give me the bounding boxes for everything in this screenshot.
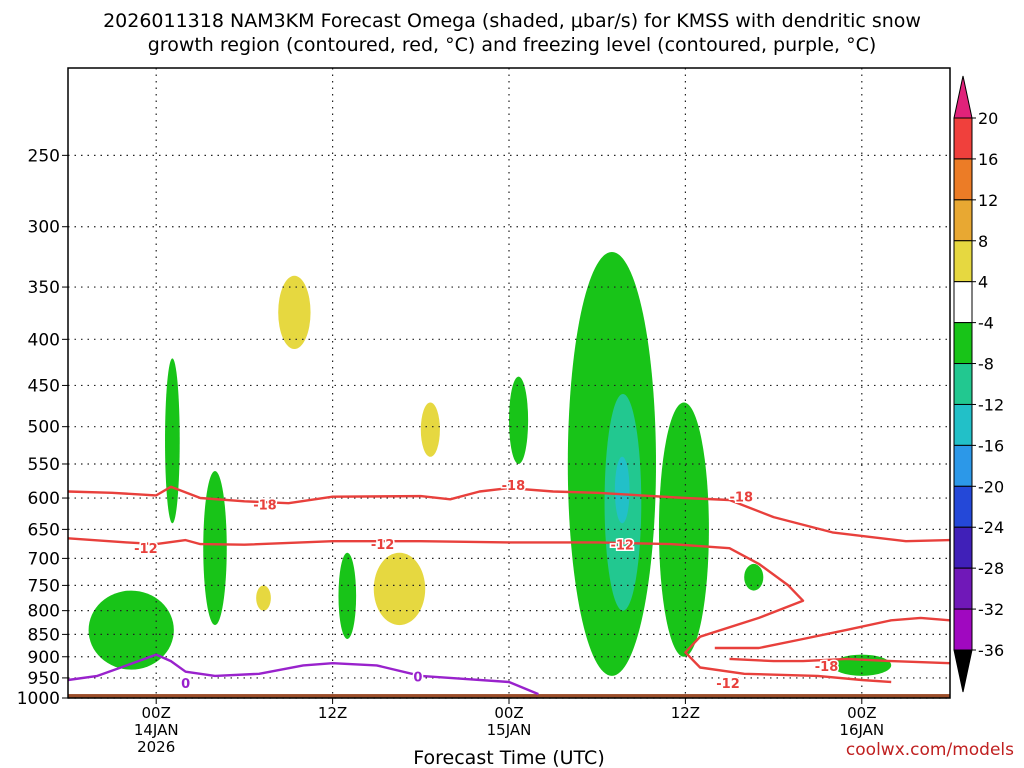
colorbar-tick-label: -36 bbox=[978, 641, 1004, 660]
x-tick-label: 12Z bbox=[671, 704, 700, 722]
contour-label-6: -12 bbox=[371, 538, 395, 553]
contour-line-2 bbox=[67, 537, 892, 684]
y-tick-label: 300 bbox=[28, 218, 60, 238]
y-tick-label: 250 bbox=[28, 146, 60, 166]
omega-region-12 bbox=[278, 275, 311, 349]
colorbar-tick-label: -20 bbox=[978, 477, 1004, 496]
contour-label-9: 0 bbox=[181, 677, 190, 692]
omega-region-8 bbox=[744, 563, 764, 591]
colorbar-tick-label: 20 bbox=[978, 109, 998, 128]
colorbar-tick-label: -24 bbox=[978, 518, 1004, 537]
colorbar-tick-label: -28 bbox=[978, 559, 1004, 578]
colorbar-segment bbox=[953, 240, 973, 283]
colorbar-segment bbox=[953, 158, 973, 201]
omega-region-11 bbox=[614, 456, 630, 524]
y-tick-label: 750 bbox=[28, 576, 60, 596]
colorbar-segment bbox=[953, 199, 973, 242]
y-axis-ticks: 250 300 350 400 450 500 550 600 650 700 750 800 850 9… bbox=[17, 146, 68, 709]
y-tick-label: 650 bbox=[28, 520, 60, 540]
x-tick-label: 15JAN bbox=[487, 721, 532, 739]
chart-title-line1: 2026011318 NAM3KM Forecast Omega (shaded… bbox=[103, 10, 921, 32]
contour-line-5 bbox=[67, 653, 539, 696]
y-tick-label: 900 bbox=[28, 648, 60, 668]
colorbar-segment bbox=[953, 567, 973, 610]
contour-label-4: -18 bbox=[815, 660, 839, 675]
colorbar-tick-label: -8 bbox=[978, 355, 994, 374]
y-tick-label: 600 bbox=[28, 489, 60, 509]
y-tick-label: 350 bbox=[28, 278, 60, 298]
x-tick-label: 14JAN bbox=[134, 721, 179, 739]
ground-layer bbox=[68, 694, 950, 698]
colorbar-segment bbox=[953, 526, 973, 569]
colorbar: 20 16 12 8 4 -4 -8 -12 -16 -20 -24 -28 -32 -36 bbox=[953, 75, 1004, 693]
contour-label-7: -12 bbox=[610, 539, 634, 554]
omega-region-14 bbox=[373, 552, 426, 626]
colorbar-segment bbox=[953, 363, 973, 405]
colorbar-tick-label: -16 bbox=[978, 436, 1004, 455]
contour-label-8: -12 bbox=[716, 677, 740, 692]
contour-line-3 bbox=[714, 616, 951, 650]
colorbar-top-arrow bbox=[953, 75, 973, 119]
omega-region-7 bbox=[658, 402, 709, 657]
contour-label-10: 0 bbox=[413, 671, 422, 686]
y-tick-label: 400 bbox=[28, 330, 60, 350]
colorbar-tick-label: 4 bbox=[978, 273, 988, 292]
contour-label-5: -12 bbox=[134, 542, 158, 557]
x-tick-label: 00Z bbox=[142, 704, 171, 722]
y-tick-label: 950 bbox=[28, 669, 60, 689]
contour-label-3: -18 bbox=[730, 491, 754, 506]
contour-line-1 bbox=[67, 485, 951, 543]
colorbar-segment bbox=[953, 608, 973, 651]
ground-fill bbox=[68, 694, 950, 698]
omega-region-15 bbox=[256, 585, 271, 611]
colorbar-tick-label: 12 bbox=[978, 191, 998, 210]
plot-frame bbox=[67, 67, 951, 699]
omega-shading bbox=[88, 251, 892, 676]
x-tick-label: 00Z bbox=[847, 704, 876, 722]
y-tick-label: 800 bbox=[28, 602, 60, 622]
x-axis-label: Forecast Time (UTC) bbox=[413, 747, 604, 768]
contour-label-2: -18 bbox=[502, 479, 526, 494]
colorbar-tick-label: 16 bbox=[978, 150, 998, 169]
x-tick-label: 16JAN bbox=[839, 721, 884, 739]
y-tick-label: 850 bbox=[28, 625, 60, 645]
colorbar-segment bbox=[953, 281, 973, 324]
omega-region-13 bbox=[420, 402, 440, 457]
colorbar-segment bbox=[953, 322, 973, 365]
contour-label-1: -18 bbox=[253, 499, 277, 514]
colorbar-segment bbox=[953, 403, 973, 446]
credit-text: coolwx.com/models bbox=[846, 740, 1014, 760]
x-tick-label: 2026 bbox=[137, 738, 175, 756]
contours bbox=[67, 485, 951, 696]
colorbar-tick-label: -32 bbox=[978, 600, 1004, 619]
y-tick-label: 1000 bbox=[17, 689, 60, 709]
y-tick-label: 550 bbox=[28, 455, 60, 475]
colorbar-segment bbox=[953, 485, 973, 528]
colorbar-segment bbox=[953, 444, 973, 487]
omega-region-1 bbox=[165, 358, 180, 524]
chart-title-line2: growth region (contoured, red, °C) and f… bbox=[148, 34, 877, 56]
y-tick-label: 500 bbox=[28, 418, 60, 438]
colorbar-segment bbox=[953, 117, 973, 160]
colorbar-tick-label: 8 bbox=[978, 232, 988, 251]
omega-region-4 bbox=[338, 552, 357, 639]
y-tick-label: 700 bbox=[28, 549, 60, 569]
contour-line-4 bbox=[729, 657, 951, 665]
omega-region-2 bbox=[203, 471, 227, 626]
grid-lines bbox=[68, 68, 950, 699]
colorbar-bottom-arrow bbox=[953, 649, 973, 693]
colorbar-tick-label: -4 bbox=[978, 314, 994, 333]
omega-region-5 bbox=[509, 376, 529, 464]
contour-labels: -18 -18 -18 -18 -12 -12 -12 -12 0 0 bbox=[133, 477, 840, 693]
colorbar-tick-label: -12 bbox=[978, 395, 1004, 414]
x-tick-label: 00Z bbox=[494, 704, 523, 722]
y-tick-label: 450 bbox=[28, 376, 60, 396]
x-tick-label: 12Z bbox=[318, 704, 347, 722]
